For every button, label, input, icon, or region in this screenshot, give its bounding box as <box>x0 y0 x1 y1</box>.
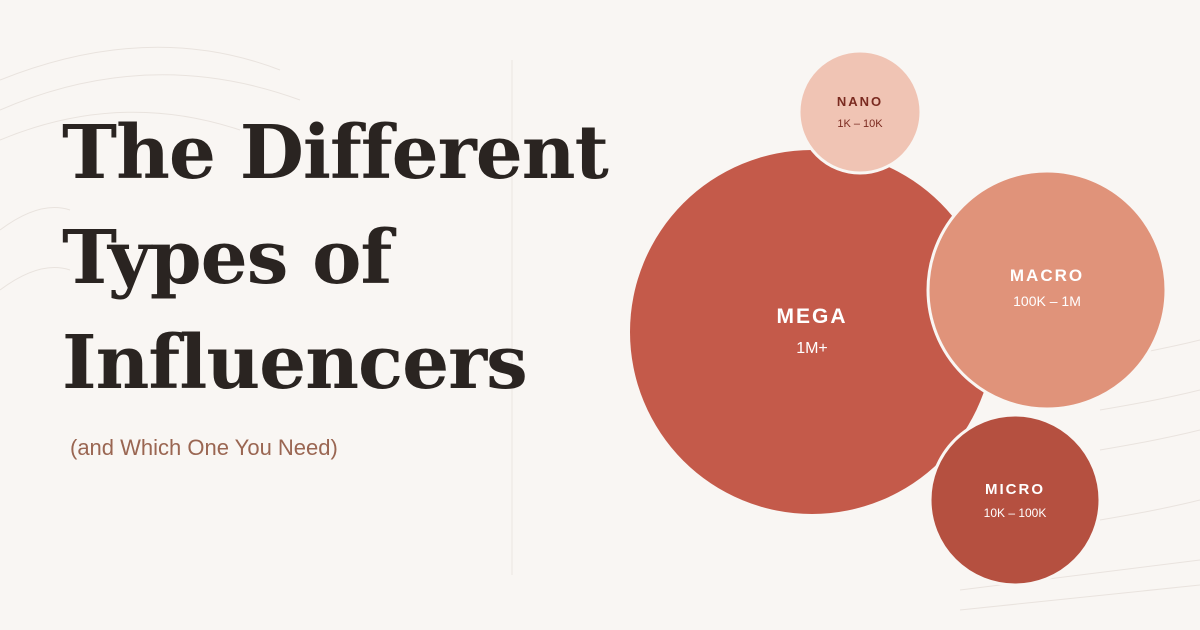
title-line: The Different <box>62 110 609 196</box>
bubble-nano: NANO 1K – 10K <box>797 49 923 175</box>
bubble <box>926 169 1168 411</box>
bubble-micro: MICRO 10K – 100K <box>928 413 1102 587</box>
bubble-range: 1M+ <box>796 340 828 357</box>
bubble-label: MICRO <box>985 481 1045 498</box>
bubble-range: 10K – 100K <box>984 506 1047 520</box>
bubble-range: 1K – 10K <box>837 118 883 130</box>
title-line: Types of <box>62 215 397 301</box>
bubble <box>797 49 923 175</box>
bubble-macro: MACRO 100K – 1M <box>926 169 1168 411</box>
bubble-label: NANO <box>837 94 883 109</box>
bubble-label: MACRO <box>1010 266 1084 285</box>
bubble-range: 100K – 1M <box>1013 293 1081 309</box>
subtitle: (and Which One You Need) <box>70 435 338 460</box>
bubble-mega: MEGA 1M+ <box>630 150 994 514</box>
bubble-label: MEGA <box>777 305 848 328</box>
bubble <box>928 413 1102 587</box>
title-line: Influencers <box>62 320 527 406</box>
decoration <box>0 46 1200 611</box>
bubble <box>630 150 994 514</box>
